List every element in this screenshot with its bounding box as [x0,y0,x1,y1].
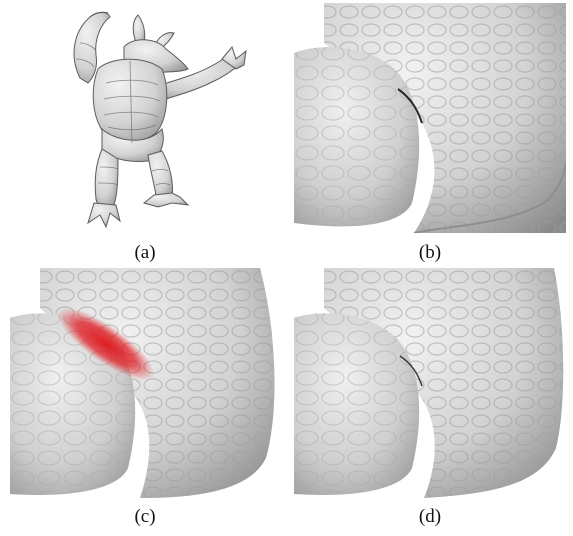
highlight-region [57,307,155,381]
panel-d-result [294,268,566,498]
closeup-after-figure [294,268,564,498]
caption-a: (a) [134,242,156,263]
panel-a-armadillo [10,3,280,233]
caption-b: (b) [418,242,442,263]
armadillo-model-figure [73,11,247,229]
caption-c: (c) [134,506,156,527]
panel-b-closeup [294,3,566,233]
panel-c-highlighted [10,268,280,498]
caption-d: (d) [418,506,442,527]
closeup-highlight-figure [10,268,275,498]
closeup-before-figure [294,3,566,233]
